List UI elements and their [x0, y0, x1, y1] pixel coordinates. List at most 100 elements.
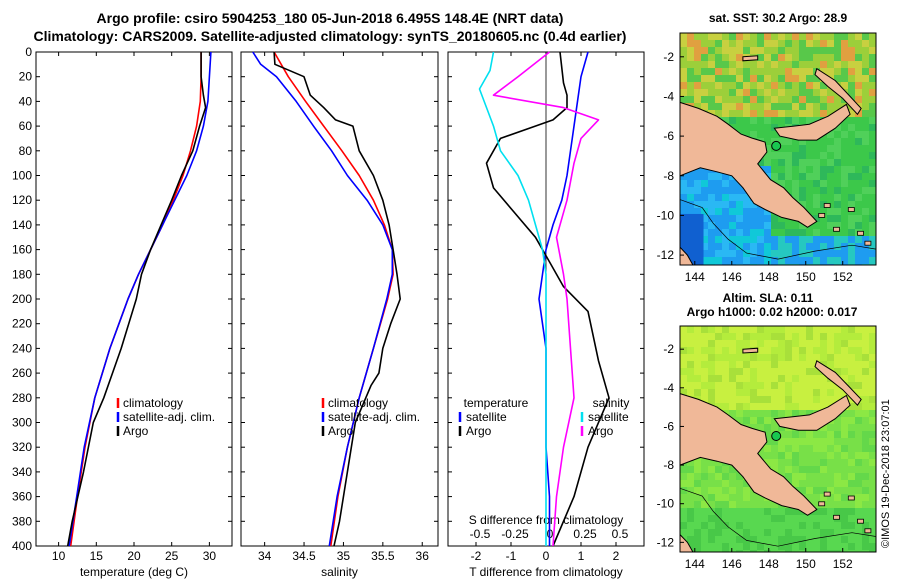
map-pixel — [764, 166, 771, 173]
map-pixel — [813, 459, 820, 466]
map-pixel — [736, 110, 743, 117]
map-pixel — [834, 431, 841, 438]
map-pixel — [778, 347, 785, 354]
map-pixel — [834, 187, 841, 194]
map-pixel — [708, 187, 715, 194]
map-pixel — [708, 173, 715, 180]
map-pixel — [736, 522, 743, 529]
x-axis-label: salinity — [321, 565, 358, 579]
map-pixel — [680, 194, 687, 201]
map-pixel — [722, 68, 729, 75]
map-pixel — [722, 215, 729, 222]
map-pixel — [771, 508, 778, 515]
map-pixel — [841, 215, 848, 222]
map-pixel — [792, 459, 799, 466]
map-pixel — [687, 33, 694, 40]
map-pixel — [862, 124, 869, 131]
map-pixel — [764, 152, 771, 159]
y-tick-label: 200 — [12, 292, 32, 306]
map-pixel — [869, 208, 876, 215]
map-pixel — [778, 361, 785, 368]
map-pixel — [680, 382, 687, 389]
map-pixel — [729, 396, 736, 403]
map-pixel — [785, 159, 792, 166]
map-pixel — [771, 110, 778, 117]
map-pixel — [687, 375, 694, 382]
map-pixel — [806, 466, 813, 473]
legend-label: Argo — [123, 424, 149, 438]
map-pixel — [813, 354, 820, 361]
map-pixel — [799, 382, 806, 389]
map-pixel — [743, 410, 750, 417]
map-pixel — [708, 473, 715, 480]
map-pixel — [848, 333, 855, 340]
map-pixel — [869, 201, 876, 208]
map-pixel — [820, 333, 827, 340]
y-tick-label: -12 — [657, 535, 675, 549]
map-pixel — [722, 61, 729, 68]
map-pixel — [736, 47, 743, 54]
map-pixel — [757, 40, 764, 47]
map-pixel — [764, 250, 771, 257]
map-pixel — [708, 89, 715, 96]
map-pixel — [715, 54, 722, 61]
map-pixel — [771, 47, 778, 54]
map-pixel — [736, 340, 743, 347]
map-pixel — [820, 96, 827, 103]
map-pixel — [862, 166, 869, 173]
map-pixel — [785, 368, 792, 375]
map-pixel — [764, 354, 771, 361]
map-pixel — [848, 229, 855, 236]
map-pixel — [827, 229, 834, 236]
map-pixel — [799, 515, 806, 522]
map-pixel — [694, 529, 701, 536]
map-pixel — [701, 201, 708, 208]
map-pixel — [862, 424, 869, 431]
map-pixel — [862, 61, 869, 68]
map-pixel — [701, 536, 708, 543]
map-pixel — [708, 375, 715, 382]
map-pixel — [750, 33, 757, 40]
map-pixel — [806, 152, 813, 159]
map-pixel — [722, 494, 729, 501]
map-pixel — [771, 117, 778, 124]
map-pixel — [778, 89, 785, 96]
map-pixel — [757, 515, 764, 522]
map-pixel — [799, 33, 806, 40]
map-pixel — [736, 403, 743, 410]
map-pixel — [743, 215, 750, 222]
map-pixel — [855, 124, 862, 131]
map-pixel — [736, 368, 743, 375]
map-pixel — [827, 494, 834, 501]
map-pixel — [764, 347, 771, 354]
map-pixel — [743, 243, 750, 250]
map-pixel — [680, 375, 687, 382]
map-pixel — [792, 40, 799, 47]
depth-contour — [679, 199, 877, 260]
map-pixel — [743, 487, 750, 494]
map-pixel — [820, 250, 827, 257]
x-tick-label: 152 — [833, 557, 853, 571]
map-pixel — [855, 40, 862, 47]
map-pixel — [715, 480, 722, 487]
map-pixel — [715, 501, 722, 508]
map-pixel — [820, 257, 827, 264]
map-pixel — [764, 110, 771, 117]
map-pixel — [785, 326, 792, 333]
map-pixel — [736, 382, 743, 389]
y-tick-label: 360 — [12, 490, 32, 504]
map-pixel — [820, 389, 827, 396]
map-pixel — [722, 550, 729, 552]
map-pixel — [764, 243, 771, 250]
map-pixel — [743, 47, 750, 54]
map-pixel — [862, 480, 869, 487]
map-pixel — [820, 194, 827, 201]
map-pixel — [778, 96, 785, 103]
map-pixel — [757, 494, 764, 501]
map-pixel — [799, 347, 806, 354]
map-pixel — [792, 452, 799, 459]
map-pixel — [736, 536, 743, 543]
map-pixel — [813, 550, 820, 552]
x-tick-label: 1 — [578, 549, 585, 563]
map-pixel — [708, 47, 715, 54]
